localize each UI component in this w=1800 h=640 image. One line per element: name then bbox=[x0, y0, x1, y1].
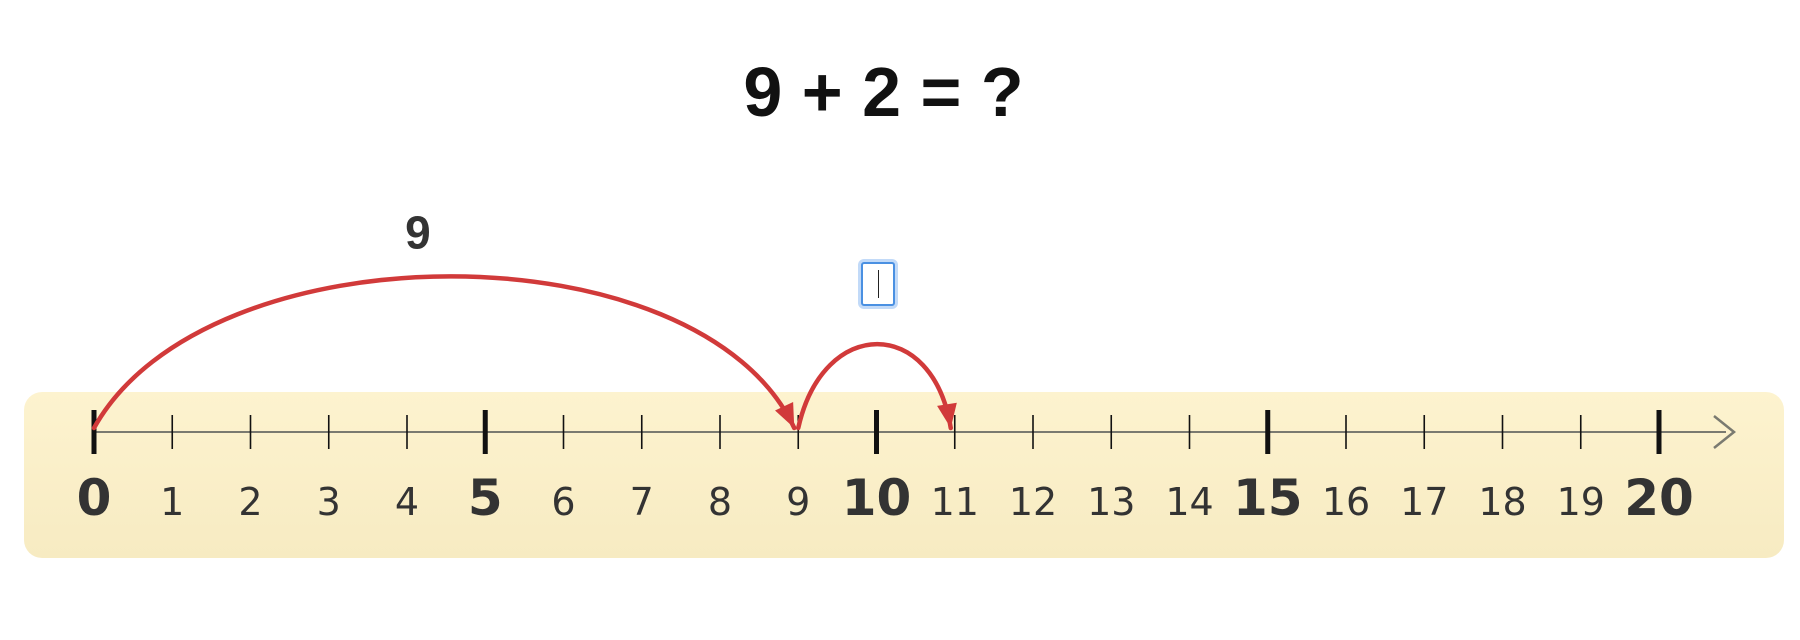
tick-label-18: 18 bbox=[1478, 480, 1526, 524]
tick-label-0: 0 bbox=[77, 469, 112, 527]
tick-label-17: 17 bbox=[1400, 480, 1448, 524]
tick-label-12: 12 bbox=[1009, 480, 1057, 524]
tick-label-16: 16 bbox=[1322, 480, 1370, 524]
tick-label-13: 13 bbox=[1087, 480, 1135, 524]
axis-arrowhead-icon bbox=[1713, 415, 1737, 449]
text-cursor bbox=[878, 270, 879, 298]
tick-label-11: 11 bbox=[931, 480, 979, 524]
tick-label-15: 15 bbox=[1233, 469, 1303, 527]
jump-arrowhead-icon-0 bbox=[775, 402, 795, 428]
jump-label-0: 9 bbox=[405, 207, 431, 259]
tick-label-20: 20 bbox=[1624, 469, 1694, 527]
tick-label-9: 9 bbox=[786, 480, 810, 524]
tick-label-3: 3 bbox=[317, 480, 341, 524]
tick-labels: 0 1 2 3 4 5 6 7 8 9 10 11 12 13 14 15 16 17 18 19 20 bbox=[77, 469, 1694, 527]
tick-label-6: 6 bbox=[551, 480, 575, 524]
tick-label-8: 8 bbox=[708, 480, 732, 524]
tick-label-1: 1 bbox=[160, 480, 184, 524]
equation-title: 9 + 2 = ? bbox=[743, 53, 1024, 131]
jump-arrows: 9 bbox=[91, 207, 957, 431]
jump-arc-1 bbox=[796, 342, 953, 431]
tick-label-4: 4 bbox=[395, 480, 419, 524]
tick-label-2: 2 bbox=[238, 480, 262, 524]
answer-input[interactable] bbox=[861, 262, 895, 306]
number-line-band bbox=[24, 392, 1784, 558]
tick-label-10: 10 bbox=[842, 469, 912, 527]
tick-label-19: 19 bbox=[1557, 480, 1605, 524]
tick-label-5: 5 bbox=[468, 469, 503, 527]
tick-marks bbox=[91, 410, 1662, 454]
jump-arc-0 bbox=[91, 274, 797, 431]
tick-label-7: 7 bbox=[630, 480, 654, 524]
jump-arrowhead-icon-1 bbox=[937, 402, 957, 428]
tick-label-14: 14 bbox=[1165, 480, 1213, 524]
